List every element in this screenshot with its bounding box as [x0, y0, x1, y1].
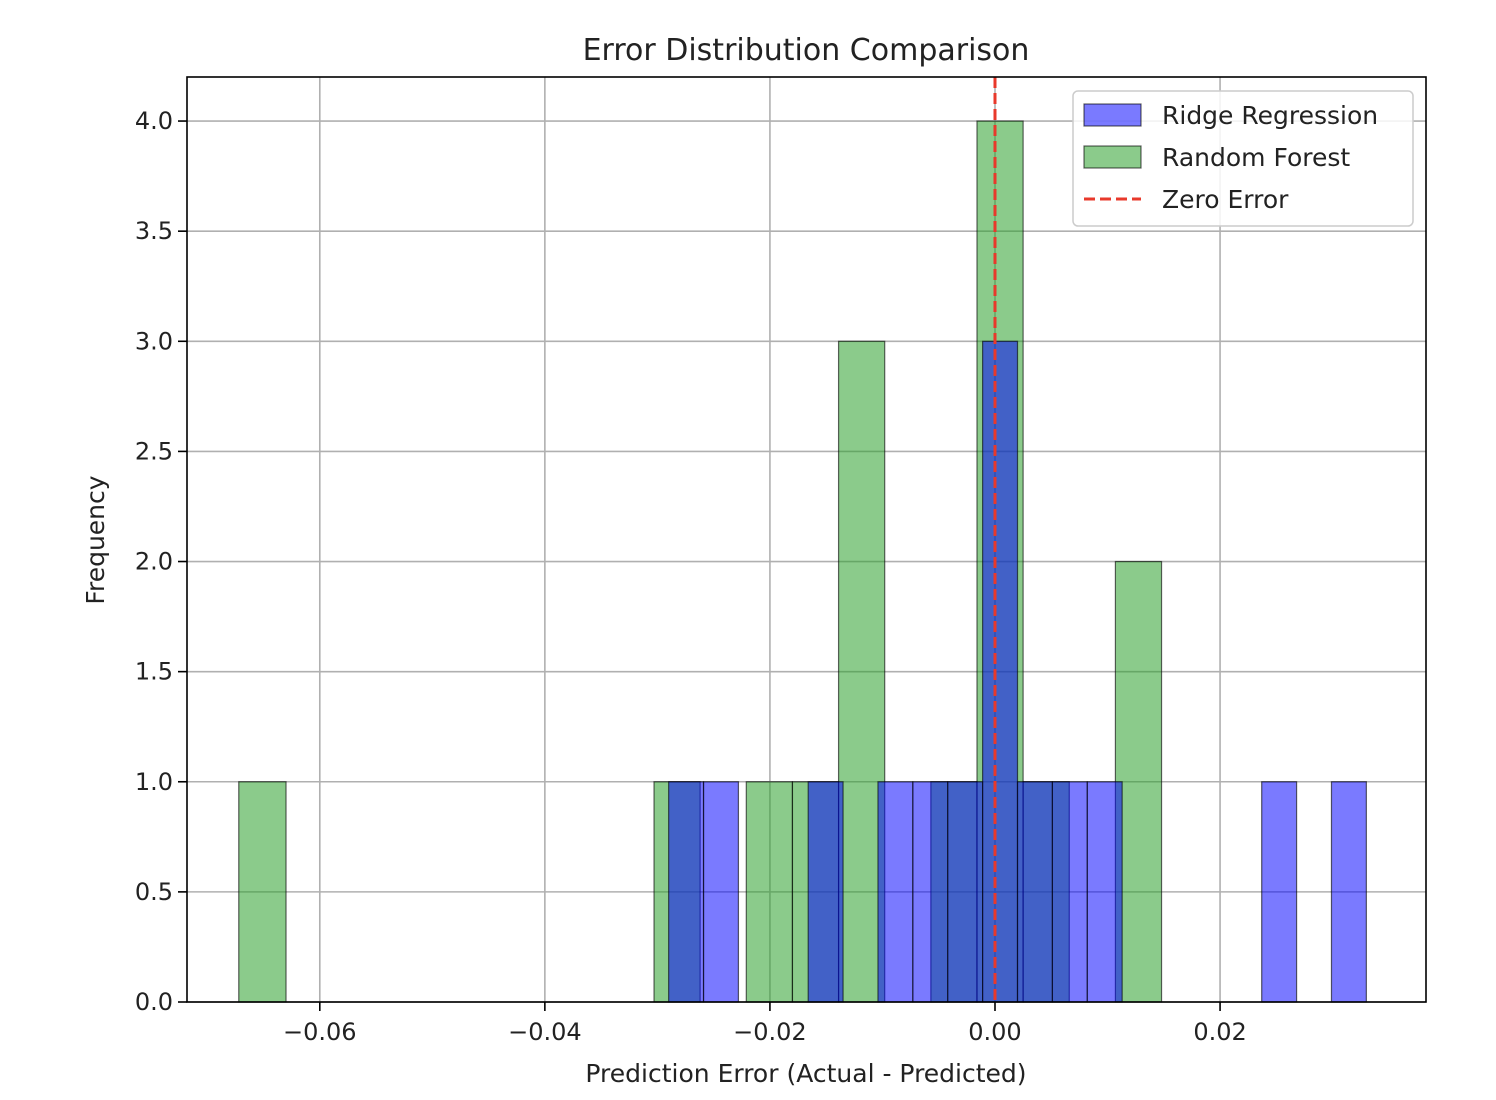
ridge-regression-bar-5 [947, 781, 984, 1003]
x-axis-ticks: −0.06 −0.04 −0.02 0.00 0.02 [283, 1002, 1247, 1046]
x-tick-label: 0.00 [968, 1018, 1021, 1046]
x-tick-label: 0.02 [1193, 1018, 1246, 1046]
y-tick-label: 1.5 [135, 658, 173, 686]
zero-error-legend-label: Zero Error [1162, 185, 1289, 214]
y-tick-label: 4.0 [135, 107, 173, 135]
random-forest-bar-2 [745, 781, 794, 1003]
x-tick-label: −0.04 [508, 1018, 582, 1046]
chart-title: Error Distribution Comparison [583, 33, 1030, 68]
plot-frame [186, 76, 1427, 1003]
ridge-regression-legend-label: Ridge Regression [1162, 101, 1378, 130]
random-forest-bar-4 [837, 340, 886, 1003]
y-tick-label: 3.5 [135, 217, 173, 245]
ridge-regression-bar-1 [702, 781, 740, 1003]
x-tick-label: −0.06 [283, 1018, 357, 1046]
ridge-regression-bar-11 [1330, 781, 1367, 1003]
y-tick-label: 3.0 [135, 327, 173, 355]
random-forest-bar-0 [238, 781, 287, 1003]
ridge-regression-bar-4 [912, 781, 949, 1003]
y-axis-ticks: 0.0 0.5 1.0 1.5 2.0 2.5 3.0 3.5 4.0 [135, 107, 187, 1016]
y-axis-label: Frequency [81, 475, 110, 604]
ridge-regression-bar-7 [1016, 781, 1053, 1003]
y-tick-label: 2.5 [135, 437, 173, 465]
ridge-regression-bar-0 [668, 781, 705, 1003]
x-tick-label: −0.02 [733, 1018, 807, 1046]
random-forest-legend-swatch [1083, 145, 1142, 169]
ridge-regression-bar-2 [807, 781, 844, 1003]
y-tick-label: 2.0 [135, 548, 173, 576]
ridge-regression-bar-6 [982, 340, 1019, 1003]
ridge-regression-bar-8 [1051, 781, 1088, 1003]
y-tick-label: 0.5 [135, 878, 173, 906]
ridge-regression-legend-swatch [1083, 103, 1142, 127]
x-axis-label: Prediction Error (Actual - Predicted) [585, 1059, 1026, 1088]
ridge-regression-bar-10 [1261, 781, 1298, 1003]
random-forest-legend-label: Random Forest [1162, 143, 1350, 172]
y-tick-label: 1.0 [135, 768, 173, 796]
legend: Ridge Regression Random Forest Zero Error [1072, 90, 1414, 227]
ridge-regression-bar-9 [1086, 781, 1123, 1003]
y-tick-label: 0.0 [135, 988, 173, 1016]
ridge-regression-bar-3 [877, 781, 914, 1003]
legend-box [1072, 90, 1414, 227]
random-forest-bar-8 [1114, 560, 1163, 1003]
